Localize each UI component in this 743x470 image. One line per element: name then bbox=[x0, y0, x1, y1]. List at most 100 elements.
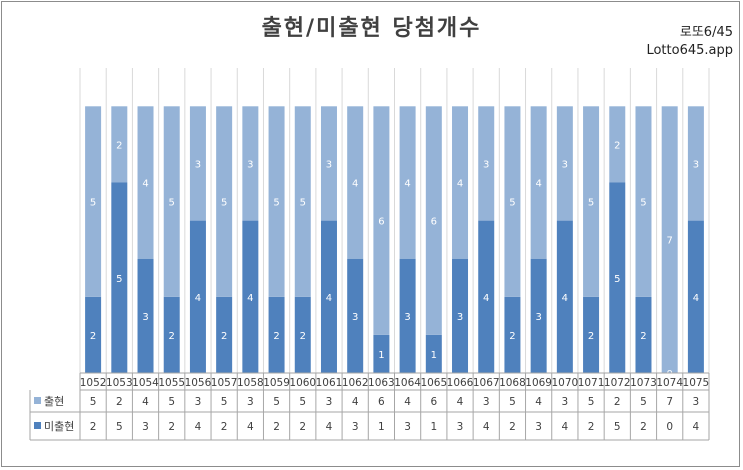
bar-appeared bbox=[425, 106, 442, 335]
table-value: 5 bbox=[273, 396, 280, 408]
table-value: 4 bbox=[404, 396, 411, 408]
table-value: 3 bbox=[352, 421, 359, 433]
bar-appeared bbox=[373, 106, 390, 335]
table-value: 4 bbox=[693, 421, 700, 433]
bar-appeared bbox=[583, 106, 600, 297]
bar-appeared bbox=[399, 106, 416, 259]
table-value: 3 bbox=[535, 421, 542, 433]
data-label: 3 bbox=[693, 159, 699, 170]
bar-unappeared bbox=[294, 296, 311, 373]
data-label: 5 bbox=[221, 198, 227, 209]
bar-unappeared bbox=[635, 296, 652, 373]
x-tick-label: 1063 bbox=[368, 377, 395, 389]
x-tick-label: 1059 bbox=[263, 377, 290, 389]
table-value: 3 bbox=[562, 396, 569, 408]
table-value: 7 bbox=[666, 396, 673, 408]
table-value: 3 bbox=[195, 396, 202, 408]
table-value: 1 bbox=[378, 421, 385, 433]
data-label: 5 bbox=[300, 198, 306, 209]
data-label: 5 bbox=[509, 198, 515, 209]
data-label: 4 bbox=[535, 179, 541, 190]
bar-appeared bbox=[478, 106, 495, 221]
table-value: 2 bbox=[116, 396, 123, 408]
x-tick-label: 1052 bbox=[80, 377, 107, 389]
bar-appeared bbox=[268, 106, 285, 297]
data-label: 4 bbox=[352, 179, 358, 190]
bar-appeared bbox=[530, 106, 547, 259]
data-label: 2 bbox=[300, 331, 306, 342]
bar-unappeared bbox=[347, 258, 364, 373]
bar-unappeared bbox=[137, 258, 154, 373]
table-value: 1 bbox=[430, 421, 437, 433]
table-value: 2 bbox=[588, 421, 595, 433]
data-label: 3 bbox=[195, 159, 201, 170]
chart-title: 출현/미출현 당첨개수 bbox=[261, 16, 482, 41]
table-value: 4 bbox=[562, 421, 569, 433]
table-value: 6 bbox=[430, 396, 437, 408]
data-label: 3 bbox=[535, 312, 541, 323]
bar-unappeared bbox=[399, 258, 416, 373]
table-value: 3 bbox=[693, 396, 700, 408]
table-value: 3 bbox=[404, 421, 411, 433]
data-label: 2 bbox=[273, 331, 279, 342]
brand-site: Lotto645.app bbox=[646, 43, 733, 58]
data-label: 2 bbox=[614, 140, 620, 151]
table-value: 4 bbox=[535, 396, 542, 408]
table-value: 3 bbox=[483, 396, 490, 408]
table-value: 3 bbox=[326, 396, 333, 408]
data-label: 3 bbox=[142, 312, 148, 323]
x-tick-label: 1075 bbox=[683, 377, 710, 389]
bar-appeared bbox=[216, 106, 233, 297]
bar-unappeared bbox=[583, 296, 600, 373]
bar-unappeared bbox=[111, 182, 128, 373]
data-label: 5 bbox=[588, 198, 594, 209]
data-label: 3 bbox=[247, 159, 253, 170]
legend-label: 출현 bbox=[44, 395, 64, 408]
bar-appeared bbox=[347, 106, 364, 259]
bar-unappeared bbox=[85, 296, 102, 373]
table-value: 4 bbox=[457, 396, 464, 408]
x-tick-label: 1061 bbox=[316, 377, 343, 389]
data-label: 3 bbox=[562, 159, 568, 170]
data-label: 5 bbox=[90, 198, 96, 209]
bar-unappeared bbox=[242, 220, 259, 373]
data-label: 4 bbox=[195, 293, 201, 304]
bar-appeared bbox=[661, 106, 678, 374]
x-tick-label: 1067 bbox=[473, 377, 500, 389]
data-label: 2 bbox=[509, 331, 515, 342]
table-value: 5 bbox=[221, 396, 228, 408]
x-tick-label: 1053 bbox=[106, 377, 133, 389]
table-value: 5 bbox=[90, 396, 97, 408]
bar-appeared bbox=[85, 106, 102, 297]
data-label: 4 bbox=[562, 293, 568, 304]
table-value: 4 bbox=[247, 421, 254, 433]
bar-appeared bbox=[635, 106, 652, 297]
x-tick-label: 1070 bbox=[551, 377, 578, 389]
x-tick-label: 1066 bbox=[447, 377, 474, 389]
bar-appeared bbox=[163, 106, 180, 297]
table-value: 5 bbox=[299, 396, 306, 408]
x-tick-label: 1060 bbox=[289, 377, 316, 389]
bar-appeared bbox=[320, 106, 337, 221]
data-label: 3 bbox=[352, 312, 358, 323]
bar-appeared bbox=[189, 106, 206, 221]
table-value: 2 bbox=[640, 421, 647, 433]
x-tick-label: 1073 bbox=[630, 377, 657, 389]
bar-appeared bbox=[609, 106, 626, 183]
bar-appeared bbox=[137, 106, 154, 259]
table-value: 2 bbox=[299, 421, 306, 433]
data-label: 2 bbox=[169, 331, 175, 342]
table-value: 5 bbox=[588, 396, 595, 408]
bar-unappeared bbox=[373, 334, 390, 373]
bar-appeared bbox=[294, 106, 311, 297]
table-value: 6 bbox=[378, 396, 385, 408]
data-label: 3 bbox=[483, 159, 489, 170]
data-label: 3 bbox=[326, 159, 332, 170]
table-value: 4 bbox=[352, 396, 359, 408]
data-label: 4 bbox=[247, 293, 253, 304]
data-label: 2 bbox=[640, 331, 646, 342]
x-tick-label: 1065 bbox=[420, 377, 447, 389]
data-label: 5 bbox=[273, 198, 279, 209]
data-label: 6 bbox=[431, 217, 437, 228]
table-value: 5 bbox=[168, 396, 175, 408]
